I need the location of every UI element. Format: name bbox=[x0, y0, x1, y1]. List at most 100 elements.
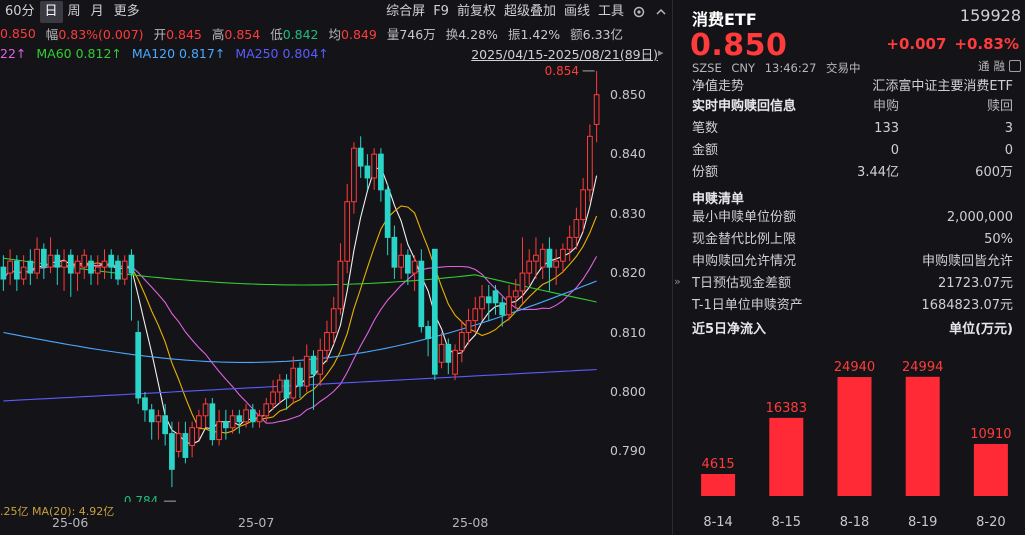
candle bbox=[290, 356, 297, 404]
nav-trend-row[interactable]: 净值走势 汇添富中证主要消费ETF bbox=[684, 76, 1025, 98]
stat-low: 低0.842 bbox=[270, 26, 319, 42]
candle bbox=[209, 397, 216, 446]
period-tab-more[interactable]: 更多 bbox=[113, 4, 140, 19]
change-value: +0.007 bbox=[886, 35, 947, 53]
candle bbox=[276, 374, 283, 404]
panel-divider[interactable] bbox=[672, 0, 673, 535]
inflow-bar bbox=[973, 443, 1008, 496]
candle bbox=[20, 255, 27, 285]
quote-meta: SZSE CNY 13:46:27 交易中 bbox=[692, 60, 867, 76]
candle bbox=[405, 249, 411, 285]
candle bbox=[351, 142, 357, 214]
candle bbox=[418, 249, 425, 333]
period-tabs: 60分 日 周 月 更多 bbox=[0, 0, 145, 24]
candle bbox=[479, 284, 485, 321]
candle bbox=[243, 403, 249, 428]
inflow-date-label: 8-19 bbox=[908, 515, 938, 530]
nav-trend-label: 净值走势 bbox=[692, 79, 745, 94]
inflow-bar bbox=[837, 377, 872, 496]
candle bbox=[580, 177, 587, 232]
candle bbox=[249, 403, 256, 428]
stat-high: 高0.854 bbox=[211, 26, 261, 42]
list-item: 现金替代比例上限 50% bbox=[692, 232, 1013, 247]
draw-line-button[interactable]: 画线 bbox=[563, 4, 590, 19]
stat-swing: 振1.42% bbox=[507, 26, 561, 42]
ma-line-ma120 bbox=[3, 280, 597, 363]
col-subscribe: 申购 bbox=[872, 99, 899, 114]
super-overlay-button[interactable]: 超级叠加 bbox=[503, 4, 556, 19]
inflow-date-label: 8-20 bbox=[976, 515, 1006, 530]
inflow-date-label: 8-14 bbox=[703, 515, 733, 530]
candle bbox=[135, 320, 142, 404]
chevron-up-icon[interactable] bbox=[650, 1, 672, 23]
inflow-date-label: 8-15 bbox=[772, 515, 802, 530]
tools-button[interactable]: 工具 bbox=[597, 4, 624, 19]
period-tab-day[interactable]: 日 bbox=[39, 1, 63, 23]
forward-adjust-button[interactable]: 前复权 bbox=[456, 4, 496, 19]
ma-line-ma20 bbox=[2, 256, 598, 424]
currency: CNY bbox=[731, 61, 756, 75]
candle bbox=[425, 320, 431, 357]
tag-connect: 通 bbox=[978, 59, 990, 73]
candle bbox=[47, 237, 54, 274]
candle bbox=[229, 409, 236, 434]
candle bbox=[533, 237, 539, 280]
f9-button[interactable]: F9 bbox=[433, 4, 449, 19]
candle bbox=[499, 296, 506, 327]
period-tab-week[interactable]: 周 bbox=[67, 4, 81, 19]
candle bbox=[155, 409, 162, 440]
last-price: 0.850 bbox=[690, 28, 788, 63]
trading-status: 交易中 bbox=[826, 61, 861, 75]
candle bbox=[357, 136, 364, 178]
security-code: 159928 bbox=[959, 6, 1021, 25]
ma120-legend: MA120 0.817↑ bbox=[131, 45, 226, 61]
candle bbox=[142, 392, 148, 422]
candlestick-chart[interactable]: 0.854 0.784 bbox=[0, 62, 608, 502]
candle bbox=[202, 397, 209, 428]
y-tick: 0.820 bbox=[610, 265, 646, 281]
y-tick: 0.830 bbox=[610, 205, 646, 221]
chart-tools: 综合屏 F9 前复权 超级叠加 画线 工具 bbox=[382, 0, 672, 24]
candle bbox=[411, 255, 418, 291]
inflow-value-label: 16383 bbox=[766, 401, 807, 416]
ma250-legend: MA250 0.804↑ bbox=[235, 45, 329, 61]
list-item: T日预估现金差额 21723.07元 bbox=[692, 276, 1013, 291]
stat-open: 开0.845 bbox=[153, 26, 202, 42]
candle bbox=[61, 249, 67, 291]
expand-window-icon[interactable] bbox=[1009, 60, 1021, 72]
period-tab-month[interactable]: 月 bbox=[90, 4, 104, 19]
collapse-arrow-icon[interactable]: ▸ bbox=[658, 46, 664, 59]
candle bbox=[465, 308, 472, 345]
settings-gear-icon[interactable] bbox=[628, 1, 650, 23]
date-range[interactable]: 2025/04/15-2025/08/21(89日) bbox=[471, 47, 658, 62]
table-row: 金额 0 0 bbox=[692, 143, 1013, 158]
min-price-label: 0.784 bbox=[124, 494, 158, 502]
expand-arrow-icon[interactable]: » bbox=[674, 275, 681, 288]
candle bbox=[67, 249, 74, 297]
y-tick: 0.790 bbox=[610, 443, 646, 459]
candle bbox=[512, 279, 519, 309]
overview-screen-button[interactable]: 综合屏 bbox=[386, 4, 426, 19]
candle bbox=[492, 284, 499, 315]
candle bbox=[40, 243, 47, 280]
inflow-bar bbox=[905, 376, 940, 496]
price-stats-row: 0.850 幅0.83%(0.007) 开0.845 高0.854 低0.842… bbox=[0, 24, 672, 42]
candle bbox=[13, 255, 20, 291]
chart-toolbar: 60分 日 周 月 更多 综合屏 F9 前复权 超级叠加 画线 工具 bbox=[0, 0, 672, 24]
ma60-legend: MA60 0.812↑ bbox=[36, 45, 122, 61]
candle bbox=[445, 338, 452, 375]
x-tick: 25-08 bbox=[452, 515, 489, 530]
candle bbox=[398, 243, 404, 280]
candle bbox=[539, 243, 546, 280]
stat-amplitude: 幅0.83%(0.007) bbox=[45, 26, 144, 42]
net-inflow-title: 近5日净流入 bbox=[692, 322, 767, 337]
candle bbox=[108, 249, 115, 280]
period-tab-60min[interactable]: 60分 bbox=[5, 4, 35, 19]
candle bbox=[34, 237, 40, 280]
candle bbox=[236, 409, 243, 434]
candle bbox=[566, 225, 573, 262]
candle bbox=[587, 124, 593, 202]
candle bbox=[391, 225, 398, 280]
candle bbox=[27, 249, 34, 285]
x-tick: 25-06 bbox=[52, 515, 89, 530]
